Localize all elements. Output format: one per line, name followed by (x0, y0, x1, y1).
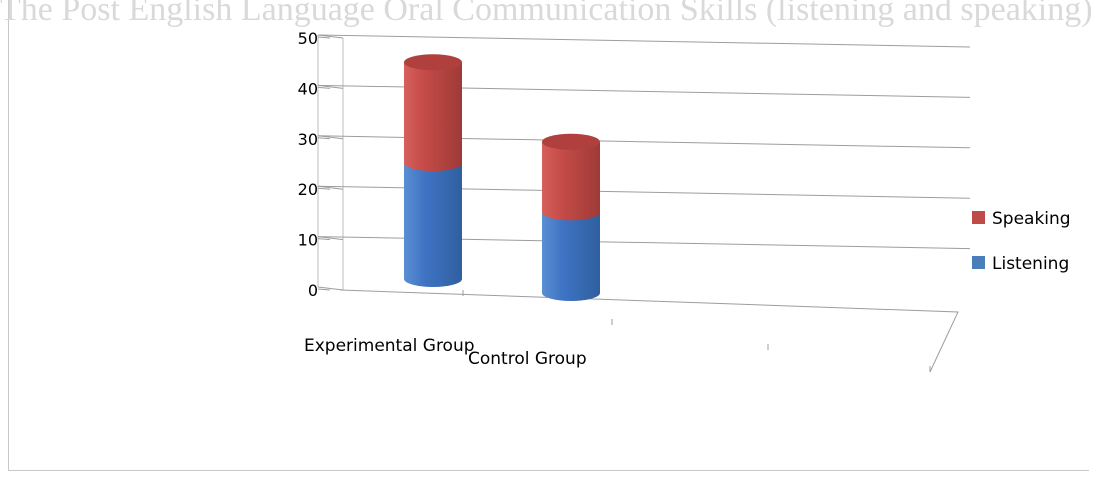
gridline-side (317, 34, 344, 39)
bar-body (404, 163, 462, 287)
category-label: Experimental Group (304, 336, 475, 356)
y-tick-mark (317, 187, 331, 190)
y-tick-mark (317, 238, 331, 241)
bar-cap (542, 133, 600, 150)
chart-frame (8, 0, 1089, 471)
bar-speaking-0 (404, 54, 462, 172)
y-tick-label: 50 (298, 29, 318, 48)
legend-swatch (972, 256, 985, 269)
floor-edge (339, 289, 959, 373)
bar-speaking-1 (542, 133, 600, 221)
chart-legend: Speaking Listening (972, 209, 1071, 274)
chart-title-text: The Post English Language Oral Communica… (0, 0, 1093, 28)
category-label: Control Group (468, 349, 587, 369)
gridline-side (317, 185, 344, 190)
floor-left-edge (317, 286, 344, 291)
legend-swatch (972, 211, 985, 224)
legend-label: Speaking (992, 209, 1071, 229)
chart-title: The Post English Language Oral Communica… (0, 0, 1093, 28)
y-tick-label: 20 (298, 180, 318, 199)
bar-listening-1 (542, 212, 600, 301)
y-tick-label: 40 (298, 79, 318, 98)
legend-label: Listening (992, 254, 1069, 274)
y-tick-mark (317, 288, 331, 291)
bar-body (404, 62, 462, 172)
bar-body (542, 212, 600, 301)
y-tick-label: 0 (308, 281, 318, 300)
gridline-side (317, 135, 344, 140)
bar-cap (404, 54, 462, 71)
y-tick-labels: 0 10 20 30 40 50 (298, 29, 318, 300)
y-tick-mark (317, 137, 331, 140)
y-tick-mark (317, 86, 331, 89)
gridline-side (317, 236, 344, 241)
y-tick-label: 10 (298, 231, 318, 250)
y-tick-label: 30 (298, 130, 318, 149)
gridline-side (317, 84, 344, 89)
y-tick-mark (317, 36, 331, 39)
gridline (317, 34, 971, 48)
chart-bars (404, 54, 600, 301)
bar-listening-0 (404, 163, 462, 287)
bar-body (542, 141, 600, 221)
